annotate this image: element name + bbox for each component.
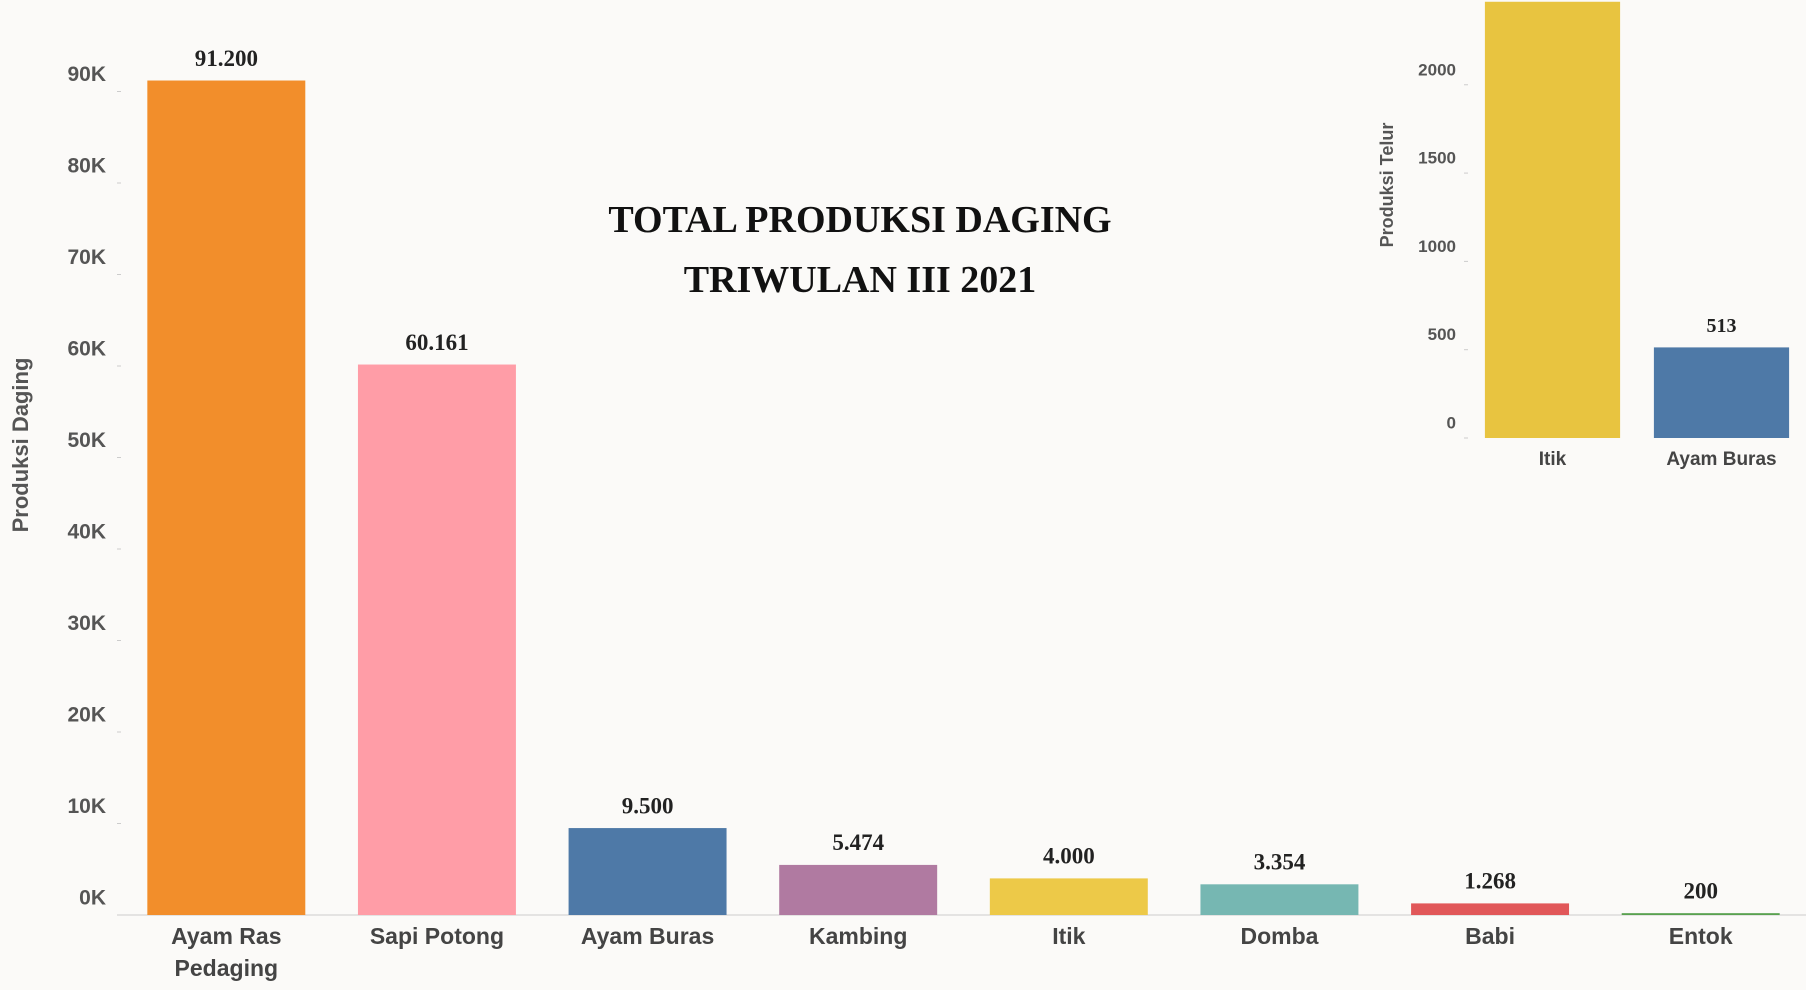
- y-axis-label: Produksi Telur: [1377, 123, 1397, 248]
- y-tick-label: 0: [1447, 413, 1456, 432]
- bar: [1200, 884, 1359, 915]
- y-tick-label: 1000: [1418, 237, 1456, 256]
- y-tick-label: 20K: [67, 704, 106, 727]
- y-tick-label: 30K: [67, 612, 106, 635]
- y-tick-label: 70K: [67, 246, 106, 269]
- chart-title: TOTAL PRODUKSI DAGING TRIWULAN III 2021: [608, 199, 1112, 301]
- y-tick-label: 80K: [67, 155, 106, 178]
- value-label: 3.354: [1254, 850, 1306, 875]
- y-tick-label: 2000: [1418, 60, 1456, 79]
- value-label: 513: [1707, 315, 1737, 337]
- y-tick-label: 60K: [67, 338, 106, 361]
- y-tick-label: 90K: [67, 63, 106, 86]
- value-label: 91.200: [195, 46, 258, 71]
- value-label: 5.474: [832, 830, 884, 855]
- bar: [1411, 903, 1570, 915]
- x-tick-label: Domba: [1240, 923, 1319, 949]
- bar: [357, 364, 516, 915]
- x-tick-label: Itik: [1052, 923, 1086, 949]
- y-tick-label: 1500: [1418, 149, 1456, 168]
- x-tick-label: Babi: [1465, 923, 1515, 949]
- value-label: 9.500: [622, 793, 674, 818]
- value-label: 60.161: [405, 330, 468, 355]
- y-tick-label: 40K: [67, 521, 106, 544]
- bar: [147, 80, 306, 915]
- y-tick-label: 10K: [67, 795, 106, 818]
- bar: [568, 828, 727, 915]
- bar: [779, 864, 938, 915]
- bar: [1484, 1, 1621, 438]
- x-tick-label: Ayam Buras: [580, 923, 715, 949]
- y-axis-label: Produksi Daging: [8, 358, 33, 533]
- bar: [989, 878, 1148, 915]
- y-tick-label: 500: [1428, 325, 1456, 344]
- y-tick-label: 0K: [79, 887, 106, 910]
- x-tick-label: Itik: [1538, 449, 1567, 470]
- value-label: 1.268: [1464, 869, 1516, 894]
- value-label: 200: [1683, 878, 1718, 903]
- y-tick-label: 50K: [67, 429, 106, 452]
- bar: [1621, 913, 1780, 915]
- x-tick-label: Kambing: [808, 923, 908, 949]
- bar: [1653, 347, 1790, 438]
- x-tick-label: Entok: [1668, 923, 1733, 949]
- x-tick-label: Sapi Potong: [369, 923, 505, 949]
- x-tick-label: Ayam Ras Pedaging: [171, 923, 282, 981]
- x-tick-label: Ayam Buras: [1666, 449, 1777, 470]
- value-label: 4.000: [1043, 844, 1095, 869]
